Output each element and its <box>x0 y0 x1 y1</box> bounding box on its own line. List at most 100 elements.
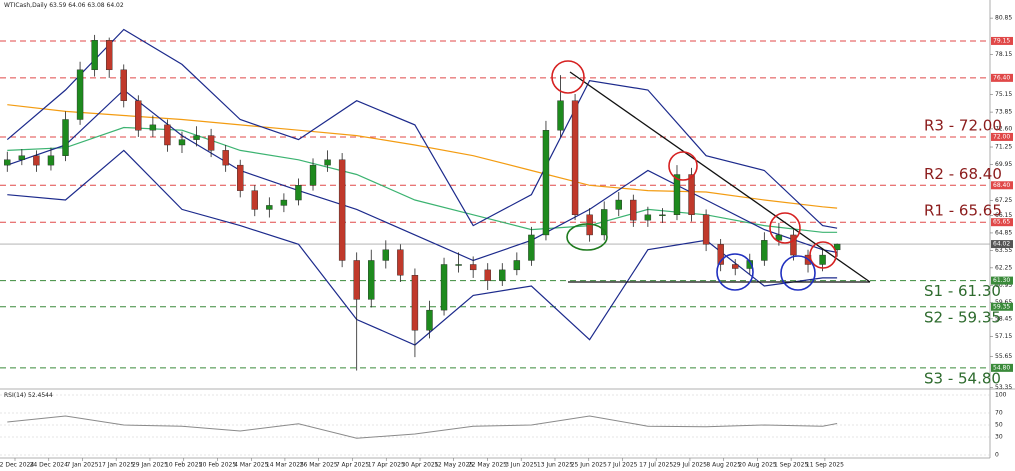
rsi-header: RSI(14) 52.4544 <box>4 392 53 399</box>
candle-body <box>237 164 244 191</box>
x-tick-label: 29 Jan 2025 <box>132 462 168 469</box>
indicator-line <box>7 89 838 262</box>
x-tick-label: 7 Apr 2025 <box>336 462 369 469</box>
x-tick-label: 24 Dec 2024 <box>30 462 69 469</box>
candle-body <box>178 139 186 146</box>
candle-body <box>644 214 652 221</box>
candle-body <box>819 254 826 265</box>
highlight-ellipse <box>566 223 608 251</box>
indicator-line <box>6 28 838 229</box>
candle-body <box>790 234 797 256</box>
plot-layer: 80.85 78.15 75.15 73.85 72.60 71.25 69.95 67.25… <box>0 15 1013 469</box>
x-tick-label: 17 Jan 2025 <box>98 462 134 469</box>
candle-body <box>382 249 390 261</box>
x-tick-label: 1 Sep 2025 <box>774 462 808 469</box>
x-tick-label: 12 May 2025 <box>434 462 473 469</box>
level-tag-label: 65.65 <box>993 219 1010 226</box>
x-tick-label: 29 Jul 2025 <box>673 462 707 469</box>
level-tag <box>991 181 1013 190</box>
y-tick-label: 53.35 <box>995 384 1012 391</box>
y-tick-label: 67.25 <box>995 197 1012 204</box>
candle-body <box>630 199 637 221</box>
highlight-circle <box>716 253 754 291</box>
x-tick-label: 3 Jun 2025 <box>505 462 537 469</box>
candle-body <box>397 249 404 276</box>
ohlc-low: 63.08 <box>87 2 104 9</box>
x-tick-label: 20 Aug 2025 <box>738 462 777 469</box>
chart-header: WTICash,Daily 63.59 64.06 63.08 64.02 <box>4 2 124 9</box>
candle-body <box>105 40 113 71</box>
rsi-value: 52.4544 <box>28 392 53 399</box>
x-tick-label: 13 Jun 2025 <box>537 462 573 469</box>
ohlc-close: 64.02 <box>107 2 124 9</box>
candle-body <box>761 240 768 261</box>
candle-body <box>717 244 724 265</box>
x-tick-label: 30 Apr 2025 <box>401 462 438 469</box>
y-tick-label: 58.45 <box>995 315 1012 322</box>
candle-body <box>469 264 477 271</box>
y-tick-label: 66.15 <box>995 212 1012 219</box>
x-tick-label: 26 Mar 2025 <box>300 462 338 469</box>
rsi-tick-label: 0 <box>995 452 999 459</box>
highlight-circle <box>809 241 837 269</box>
candle-body <box>542 130 550 236</box>
candle-body <box>120 69 127 101</box>
x-tick-label: 22 May 2025 <box>468 462 507 469</box>
candle-body <box>615 199 622 210</box>
x-tick-label: 7 Jul 2025 <box>607 462 637 469</box>
candle-body <box>600 209 608 236</box>
rsi-title: RSI(14) <box>4 392 26 399</box>
candle-body <box>4 159 11 166</box>
candle-body <box>309 164 317 186</box>
x-tick-label: 12 Dec 2024 <box>0 462 34 469</box>
candle-body <box>324 159 331 166</box>
y-tick-label: 78.15 <box>995 51 1012 58</box>
candle-body <box>571 100 579 216</box>
highlight-circle <box>780 255 816 291</box>
candle-body <box>440 264 448 311</box>
trendline <box>569 71 871 283</box>
level-tag-label: 76.40 <box>993 74 1010 81</box>
level-tag-label: 68.40 <box>993 182 1010 189</box>
candle-body <box>513 260 521 271</box>
candle-body <box>702 214 710 245</box>
level-annotation: S1 - 61.30 <box>924 282 1001 300</box>
level-tag <box>991 73 1013 82</box>
candle-body <box>557 100 564 131</box>
x-tick-label: 14 Mar 2025 <box>266 462 304 469</box>
annotations <box>551 60 871 291</box>
y-tick-label: 73.85 <box>995 109 1012 116</box>
current-price-label: 64.02 <box>993 241 1010 248</box>
rsi-line <box>7 415 838 439</box>
candle-body <box>659 214 666 217</box>
level-tag <box>991 36 1013 45</box>
ohlc-open: 63.59 <box>49 2 66 9</box>
x-tick-label: 8 Aug 2025 <box>706 462 741 469</box>
candle-body <box>47 155 55 166</box>
x-tick-label: 17 Apr 2025 <box>368 462 405 469</box>
candle-body <box>33 155 40 166</box>
candle-body <box>426 309 433 331</box>
ohlc-high: 64.06 <box>68 2 85 9</box>
level-annotation: R3 - 72.00 <box>924 116 1002 134</box>
level-tag <box>991 218 1013 227</box>
level-tag <box>991 276 1013 285</box>
y-tick-label: 60.95 <box>995 282 1012 289</box>
y-tick-label: 72.60 <box>995 125 1012 132</box>
x-tick-label: 4 Mar 2025 <box>234 462 268 469</box>
candle-body <box>62 119 69 156</box>
candle-body <box>455 264 462 266</box>
candle-body <box>76 69 84 120</box>
x-tick-label: 11 Sep 2025 <box>806 462 844 469</box>
candle-body <box>411 275 419 331</box>
highlight-circle <box>551 60 585 94</box>
candle-body <box>499 269 506 281</box>
candle-body <box>135 100 142 131</box>
y-tick-label: 69.95 <box>995 161 1012 168</box>
x-tick-label: 20 Feb 2025 <box>199 462 237 469</box>
rsi-tick-label: 100 <box>995 392 1007 399</box>
x-tick-label: 10 Feb 2025 <box>165 462 203 469</box>
level-tag-label: 59.35 <box>993 303 1010 310</box>
